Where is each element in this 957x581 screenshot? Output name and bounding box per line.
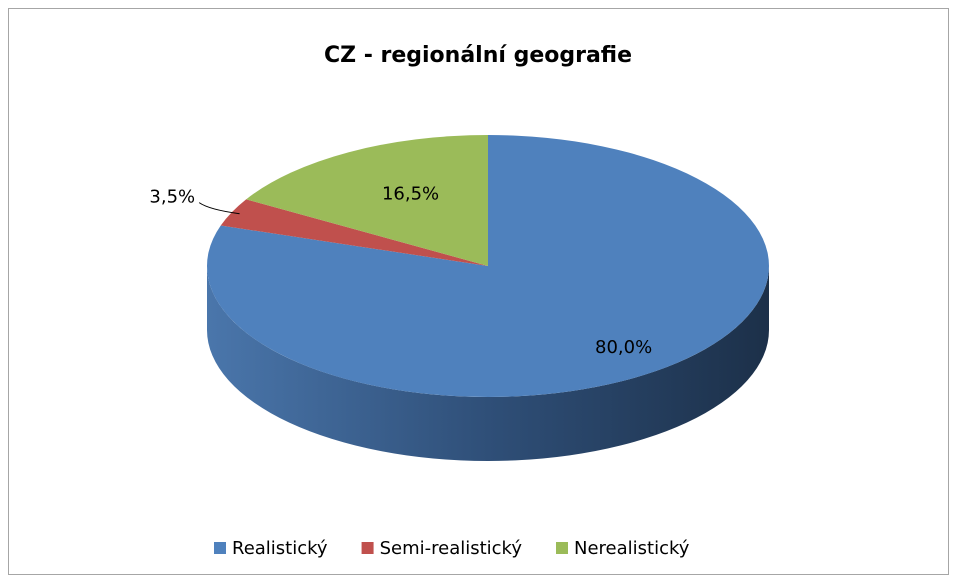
pie-slice: [220, 199, 488, 266]
pie-slice: [246, 135, 488, 266]
legend-label: Nerealistický: [574, 538, 690, 559]
legend-swatch: [214, 542, 226, 554]
pie-slice: [206, 135, 769, 397]
legend-swatch: [361, 542, 374, 554]
pie-side: [207, 266, 769, 461]
chart-title: CZ - regionální geografie: [324, 43, 632, 68]
legend-label: Semi-realistický: [380, 538, 523, 559]
data-label: 3,5%: [149, 187, 195, 208]
data-label: 16,5%: [382, 183, 439, 204]
legend-label: Realistický: [232, 538, 328, 559]
data-label: 80,0%: [595, 337, 652, 358]
legend-swatch: [556, 542, 568, 554]
leader-line: [198, 202, 240, 215]
